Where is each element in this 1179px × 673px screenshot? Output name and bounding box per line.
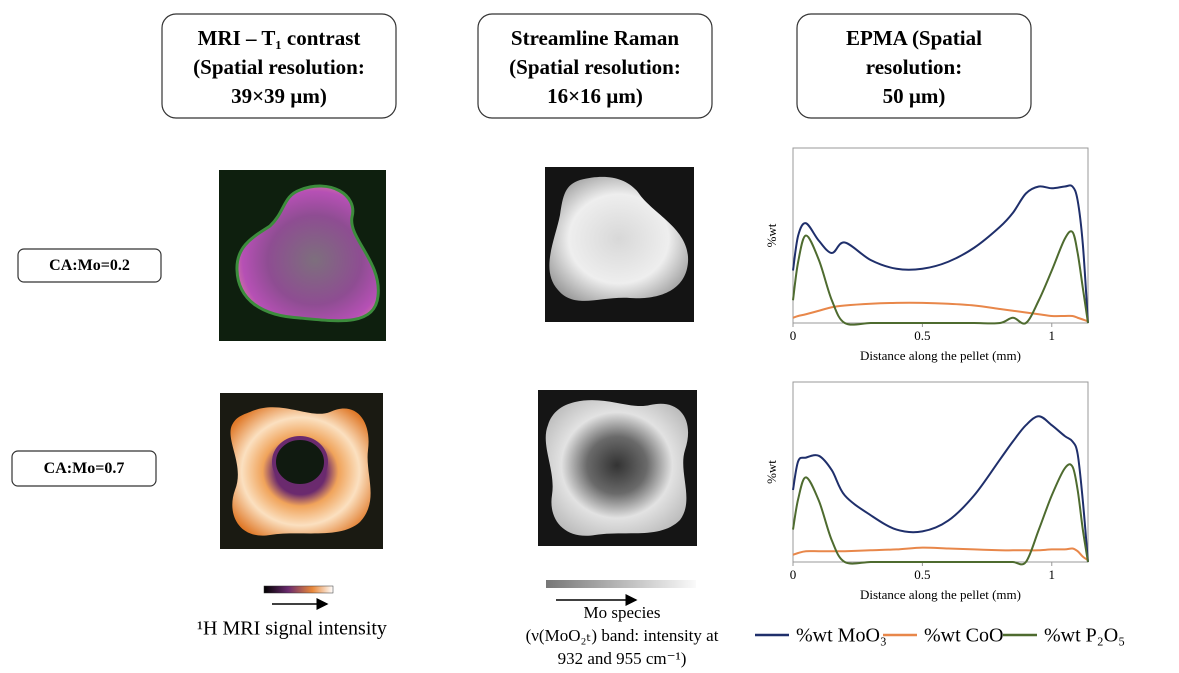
header-box [477,13,713,119]
header-text: (Spatial resolution: [193,55,365,79]
x-tick-label: 0.5 [914,567,930,582]
x-tick-label: 0 [790,567,797,582]
legend-label: %wt CoO [924,625,1003,647]
series-line [792,415,1089,563]
header-text: 39×39 µm) [231,84,327,108]
x-tick-label: 0.5 [914,328,930,343]
series-line [792,463,1089,566]
x-tick-label: 1 [1049,567,1056,582]
raman-image [545,400,689,536]
row-label-box [17,248,162,283]
mri-image [235,184,380,323]
legend-label: %wt P₂O₅ [1044,625,1125,647]
series-line [792,184,1089,324]
row-label: CA:Mo=0.2 [49,257,130,274]
series-line [792,546,1089,562]
series-line [792,301,1089,323]
y-axis-label: %wt [764,223,779,247]
mri-image-core [272,436,328,488]
legend-label: %wt MoO₃ [796,625,887,647]
header-box [161,13,397,119]
x-axis-label: Distance along the pellet (mm) [860,587,1021,602]
plot-frame [792,381,1089,563]
header-text: (Spatial resolution: [509,55,681,79]
mri-colorbar-caption: ¹H MRI signal intensity [197,618,387,640]
x-axis-label: Distance along the pellet (mm) [860,348,1021,363]
y-axis-label: %wt [764,460,779,484]
row-label-box [11,450,157,487]
header-box [796,13,1032,119]
header-text: resolution: [866,55,962,79]
header-text: 50 µm) [883,84,946,108]
header-text: EPMA (Spatial [846,26,982,50]
x-tick-label: 1 [1049,328,1056,343]
raman-colorbar-caption: (ν(MoO₂ₜ) band: intensity at [526,626,719,645]
raman-colorbar-caption: Mo species [584,603,661,622]
raman-image [549,176,689,301]
raman-colorbar-caption: 932 and 955 cm⁻¹) [558,649,687,668]
header-text: Streamline Raman [511,26,680,50]
raman-colorbar [546,580,696,588]
mri-colorbar [263,585,334,594]
plot-frame [792,147,1089,324]
header-text: 16×16 µm) [547,84,643,108]
x-tick-label: 0 [790,328,797,343]
header-text: MRI – T₁ contrast [198,26,361,50]
series-line [792,230,1089,326]
row-label: CA:Mo=0.7 [44,460,125,477]
